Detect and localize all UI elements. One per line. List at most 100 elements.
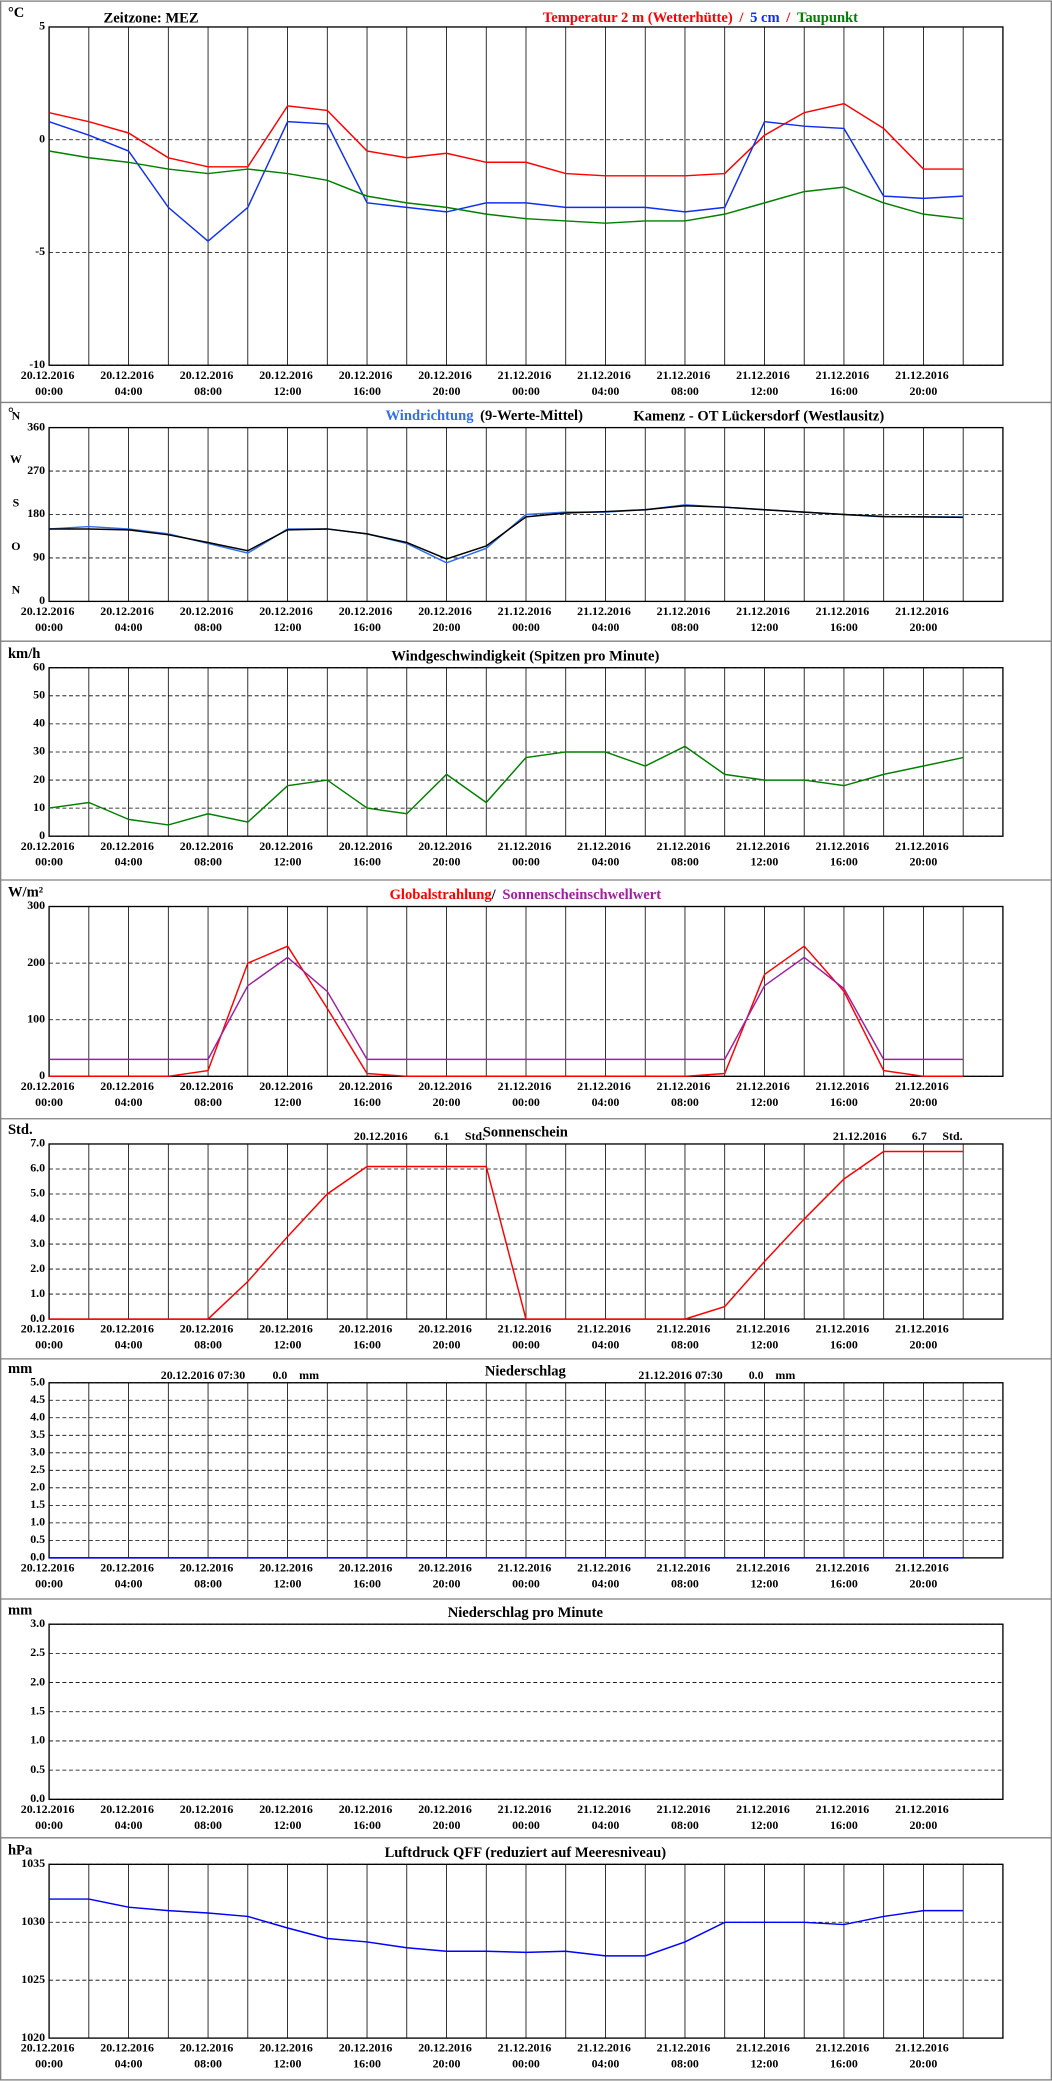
y-tick-label: 3.0	[30, 1236, 45, 1250]
y-tick-label: 200	[27, 955, 45, 969]
y-tick-label: 0.0	[30, 1311, 45, 1325]
y-tick-label: 10	[33, 800, 45, 814]
y-tick-label: 1.0	[30, 1286, 45, 1300]
x-tick-label: 20.12.2016 20:00	[418, 368, 475, 398]
x-tick-label: 21.12.2016 08:00	[657, 1321, 714, 1351]
x-tick-label: 21.12.2016 20:00	[895, 1321, 952, 1351]
y-tick-label: 1025	[21, 1972, 45, 1986]
y-axis-label: mm	[8, 1361, 32, 1377]
x-tick-label: 21.12.2016 12:00	[736, 1802, 793, 1832]
x-tick-label: 20.12.2016 00:00	[21, 368, 78, 398]
series-line	[49, 1898, 964, 1957]
x-tick-label: 21.12.2016 04:00	[577, 1560, 634, 1590]
chart-title: Sonnenschein	[483, 1125, 568, 1141]
y-tick-label: 3.5	[30, 1427, 45, 1441]
x-tick-label: 20.12.2016 04:00	[100, 839, 157, 869]
y-tick-label: 300	[27, 898, 45, 912]
x-tick-label: 20.12.2016 16:00	[339, 368, 396, 398]
x-tick-label: 21.12.2016 00:00	[498, 839, 555, 869]
y-tick-label: -10	[29, 357, 45, 371]
x-tick-label: 20.12.2016 04:00	[100, 604, 157, 634]
x-tick-label: 21.12.2016 04:00	[577, 604, 634, 634]
y-tick-label: 4.5	[30, 1392, 45, 1406]
x-tick-label: 20.12.2016 04:00	[100, 1079, 157, 1109]
y-tick-label: 3.0	[30, 1445, 45, 1459]
annotation: mm	[299, 1368, 319, 1382]
y-tick-label: 3.0	[30, 1616, 45, 1630]
annotation: mm	[775, 1368, 795, 1382]
y-tick-label: 7.0	[30, 1136, 45, 1150]
x-tick-label: 21.12.2016 08:00	[657, 839, 714, 869]
y-axis-label: mm	[8, 1602, 32, 1618]
x-tick-label: 21.12.2016 04:00	[577, 1079, 634, 1109]
x-tick-label: 20.12.2016 16:00	[339, 1321, 396, 1351]
x-tick-label: 20.12.2016 12:00	[259, 2040, 316, 2070]
x-tick-label: 20.12.2016 04:00	[100, 1560, 157, 1590]
legend-entry: Sonnenscheinschwellwert	[502, 887, 661, 903]
y-tick-label: 1020	[21, 2030, 45, 2044]
x-tick-label: 20.12.2016 08:00	[180, 2040, 237, 2070]
x-tick-label: 20.12.2016 04:00	[100, 1321, 157, 1351]
x-tick-label: 20.12.2016 16:00	[339, 1560, 396, 1590]
annotation: 0.0	[272, 1368, 287, 1382]
x-tick-label: 21.12.2016 00:00	[498, 1802, 555, 1832]
legend-separator: /	[785, 10, 791, 26]
x-tick-label: 21.12.2016 16:00	[816, 2040, 873, 2070]
series-line	[49, 956, 964, 1061]
y-tick-label: 1.5	[30, 1703, 45, 1717]
x-tick-label: 20.12.2016 08:00	[180, 839, 237, 869]
y-axis-label: °C	[8, 5, 24, 21]
x-tick-label: 21.12.2016 00:00	[498, 1560, 555, 1590]
legend: Windrichtung (9-Werte-Mittel)	[385, 408, 583, 424]
y-tick-label: 0	[39, 131, 45, 145]
series-line	[48, 150, 964, 224]
x-tick-label: 21.12.2016 08:00	[657, 368, 714, 398]
legend-entry: Windrichtung	[385, 408, 474, 424]
series-line	[48, 745, 964, 826]
x-tick-label: 20.12.2016 12:00	[259, 1802, 316, 1832]
chart-title: Niederschlag pro Minute	[448, 1605, 604, 1621]
y-tick-label: 270	[27, 463, 45, 477]
x-tick-label: 20.12.2016 08:00	[180, 1079, 237, 1109]
x-tick-label: 21.12.2016 16:00	[816, 1321, 873, 1351]
x-tick-label: 20.12.2016 08:00	[180, 604, 237, 634]
y-tick-label: 180	[27, 506, 45, 520]
x-tick-label: 21.12.2016 16:00	[816, 1079, 873, 1109]
x-tick-label: 20.12.2016 08:00	[180, 368, 237, 398]
chart-title: Luftdruck QFF (reduziert auf Meeresnivea…	[385, 1845, 667, 1861]
legend-entry: Globalstrahlung	[390, 887, 493, 903]
x-tick-label: 20.12.2016 08:00	[180, 1321, 237, 1351]
annotation: 0.0	[749, 1368, 764, 1382]
y-tick-label: 5	[39, 19, 45, 33]
annotation: 6.7	[912, 1129, 927, 1143]
x-tick-label: 20.12.2016 00:00	[21, 1560, 78, 1590]
annotation: 21.12.2016 07:30	[638, 1368, 722, 1382]
x-tick-label: 21.12.2016 04:00	[577, 368, 634, 398]
x-tick-label: 20.12.2016 12:00	[259, 1321, 316, 1351]
y-tick-label: 360	[27, 419, 45, 433]
x-tick-label: 20.12.2016 20:00	[418, 1802, 475, 1832]
y-tick-label: 2.0	[30, 1674, 45, 1688]
x-tick-label: 21.12.2016 12:00	[736, 1321, 793, 1351]
chart-title: Windgeschwindigkeit (Spitzen pro Minute)	[391, 648, 659, 664]
x-tick-label: 20.12.2016 20:00	[418, 2040, 475, 2070]
y-tick-label: 20	[33, 772, 45, 786]
y-tick-label: 6.0	[30, 1161, 45, 1175]
x-tick-label: 20.12.2016 04:00	[100, 1802, 157, 1832]
y-tick-label: 2.0	[30, 1261, 45, 1275]
y-tick-label: 100	[27, 1011, 45, 1025]
x-tick-label: 21.12.2016 12:00	[736, 368, 793, 398]
y-tick-label: 2.5	[30, 1645, 45, 1659]
y-tick-label: 0.5	[30, 1762, 45, 1776]
annotation: Std.	[942, 1129, 962, 1143]
x-tick-label: 21.12.2016 20:00	[895, 1079, 952, 1109]
y-tick-label: 40	[33, 716, 45, 730]
legend-entry: Taupunkt	[797, 10, 858, 26]
x-tick-label: 21.12.2016 08:00	[657, 1802, 714, 1832]
y-tick-label: 1030	[21, 1914, 45, 1928]
x-tick-label: 21.12.2016 12:00	[736, 1560, 793, 1590]
annotation: 20.12.2016 07:30	[161, 1368, 245, 1382]
annotation: 20.12.2016	[354, 1129, 408, 1143]
y-tick-label: 0	[39, 828, 45, 842]
